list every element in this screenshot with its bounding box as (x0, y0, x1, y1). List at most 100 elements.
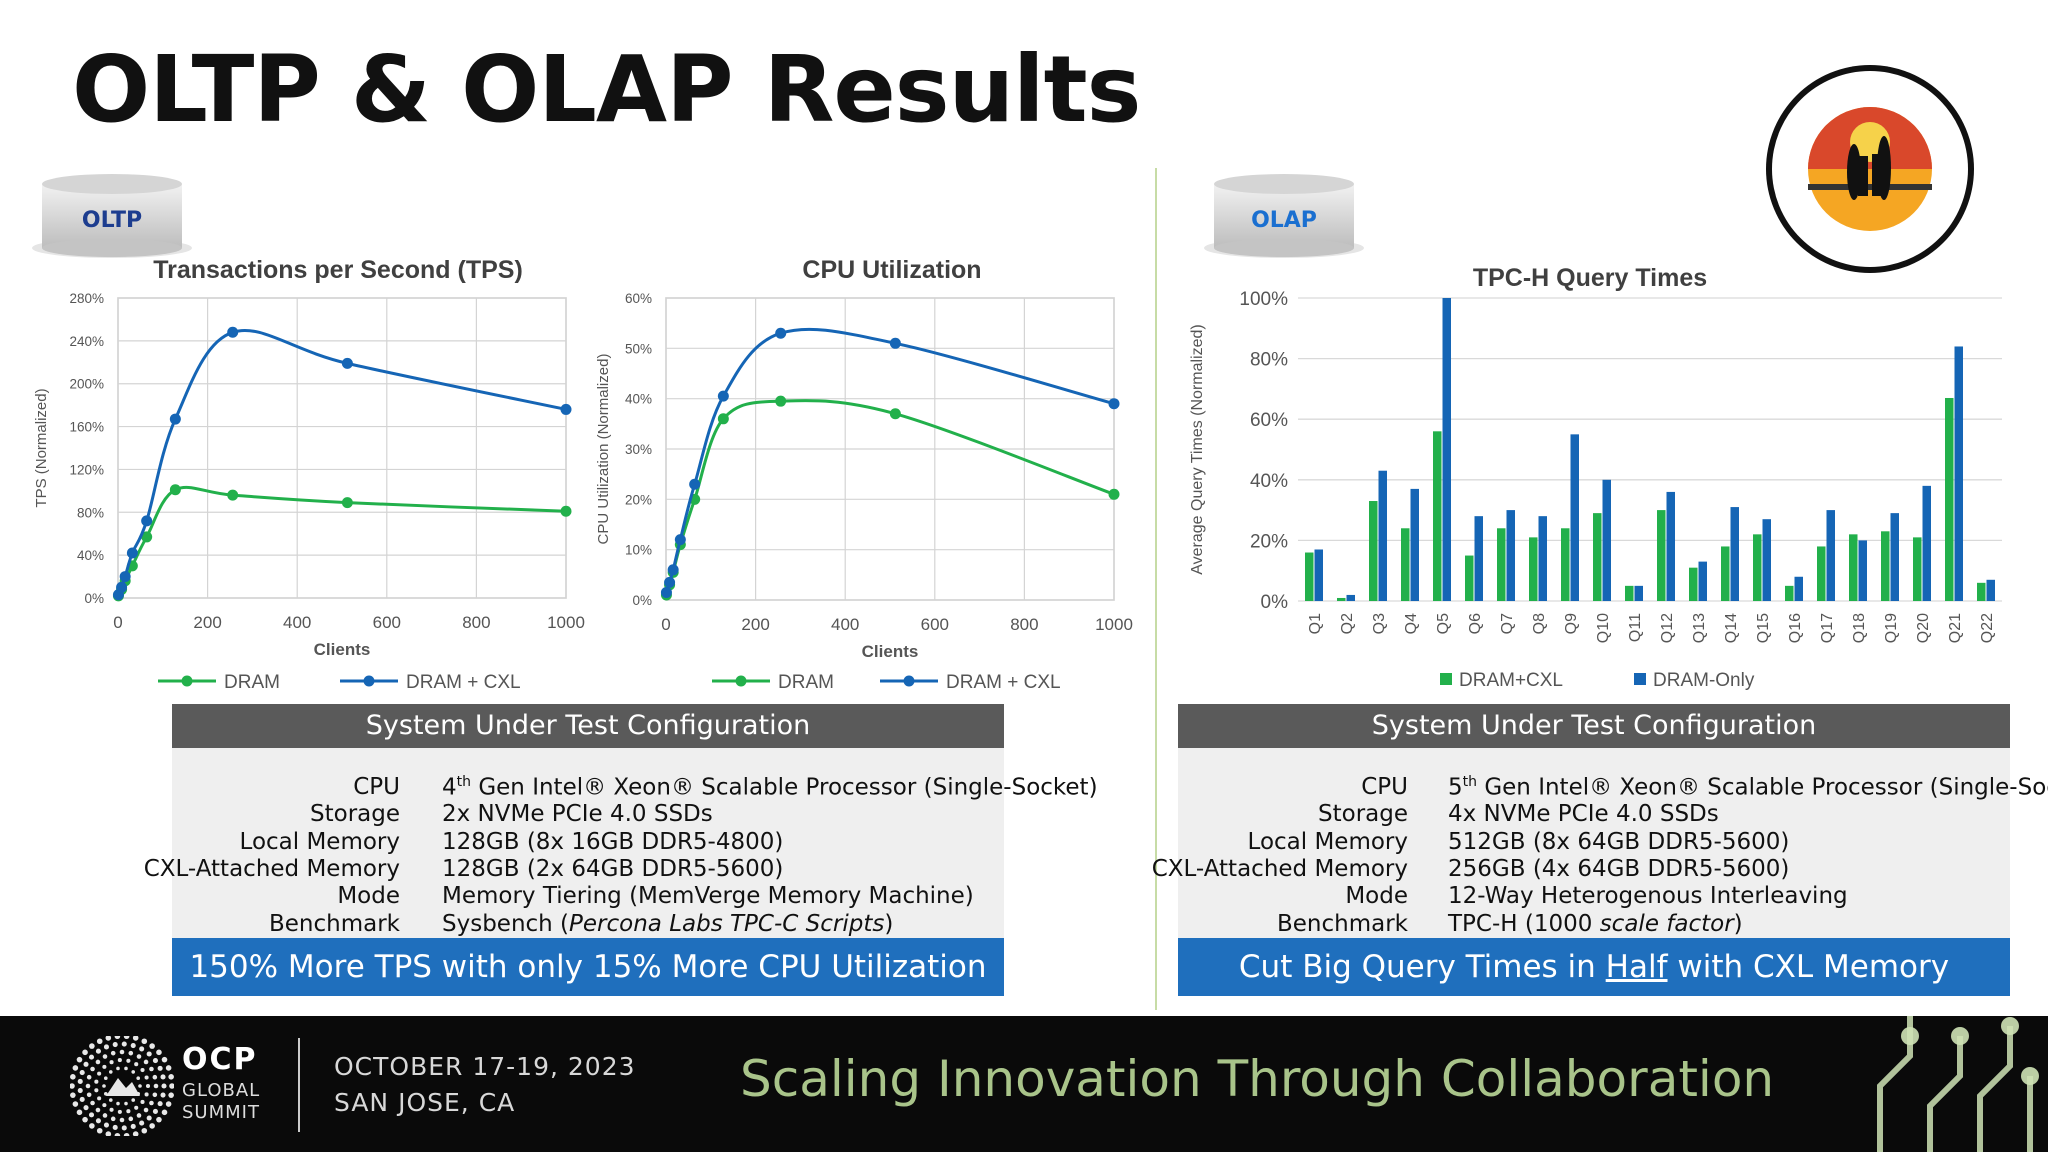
tpch-x-tick-label: Q22 (1979, 613, 1996, 643)
tpch-x-tick-label: Q4 (1403, 613, 1420, 634)
ocp-org-line1: OCP (182, 1042, 258, 1077)
ocp-logo-dot (108, 1070, 113, 1074)
tpch-bar-dram-cxl (1305, 552, 1314, 601)
olap-banner-underline: Half (1605, 949, 1668, 985)
tpch-x-tick-label: Q11 (1627, 613, 1644, 642)
cpu-x-tick-label: 600 (921, 615, 949, 634)
cpu-data-point (889, 337, 901, 349)
ocp-logo-dot (157, 1065, 163, 1071)
tps-x-tick-label: 400 (283, 613, 311, 632)
ocp-logo-dot (152, 1108, 158, 1114)
ocp-logo-dot (88, 1112, 95, 1118)
tps-x-tick-label: 1000 (547, 613, 585, 632)
tpch-bar-dram-only (1698, 561, 1707, 601)
ocp-logo-dot (141, 1038, 148, 1045)
ocp-logo-dot (139, 1120, 145, 1126)
ocp-logo-dot (88, 1054, 95, 1060)
tpch-x-tick-label: Q9 (1563, 613, 1580, 634)
tpch-x-tick-label: Q6 (1467, 613, 1484, 634)
oltp-config-label: Local Memory (239, 828, 400, 855)
ocp-logo-dot (77, 1078, 83, 1085)
tps-plot-area (117, 297, 567, 599)
ocp-logo-dot (121, 1041, 127, 1047)
ocp-logo-dot (85, 1083, 91, 1089)
ocp-logo-dot (103, 1092, 108, 1096)
cpu-data-point (1108, 488, 1120, 500)
ocp-logo-dot (72, 1101, 79, 1107)
ocp-logo-dot (136, 1054, 142, 1059)
cpu-legend-label-0: DRAM (778, 672, 834, 693)
ocp-logo-dot (96, 1038, 103, 1045)
ocp-logo-dot (83, 1105, 89, 1111)
ocp-logo-dot (161, 1109, 168, 1116)
ocp-logo-dot (72, 1065, 79, 1071)
tpch-bar-dram-only (1730, 507, 1739, 601)
ocp-logo-dot (110, 1116, 116, 1122)
cpu-legend-label-1: DRAM + CXL (946, 672, 1061, 693)
ocp-logo-dot (157, 1101, 163, 1107)
olap-cylinder-tag (1204, 174, 1364, 258)
tpch-bar-dram-cxl (1337, 597, 1346, 601)
ocp-logo-dot (149, 1043, 155, 1049)
tpch-bar-dram-cxl (1561, 528, 1570, 601)
cpu-y-tick-label: 50% (625, 341, 652, 356)
tpch-bar-dram-cxl (1817, 546, 1826, 601)
tps-y-tick-label: 160% (69, 420, 104, 435)
tpch-x-tick-label: Q16 (1787, 613, 1804, 643)
ocp-logo-dot (105, 1131, 112, 1136)
cpu-data-point (775, 395, 787, 407)
olap-banner: Cut Big Query Times in Half with CXL Mem… (1178, 938, 2010, 996)
tps-data-point (341, 357, 353, 369)
olap-config-body: CPU 5th Gen Intel® Xeon® Scalable Process… (1152, 748, 2048, 938)
ocp-org-line3: SUMMIT (182, 1102, 260, 1123)
olap-config-label: Mode (1345, 883, 1408, 910)
ocp-logo-dot (149, 1123, 155, 1129)
tpch-x-tick-label: Q7 (1499, 613, 1516, 634)
tps-x-tick-label: 0 (113, 613, 122, 632)
cpu-x-tick-label: 1000 (1095, 615, 1133, 634)
tpch-bar-dram-only (1410, 488, 1419, 601)
tpch-bar-dram-only (1602, 479, 1611, 601)
olap-config-label: Benchmark (1276, 910, 1408, 937)
ocp-logo-dot (165, 1101, 172, 1107)
ocp-logo-dot (126, 1109, 131, 1114)
cpu-legend-marker-0 (735, 675, 747, 687)
tpch-y-axis-label: Average Query Times (Normalized) (1189, 324, 1206, 574)
ocp-logo-dot (94, 1088, 99, 1093)
oltp-config-label: CXL-Attached Memory (143, 855, 400, 882)
ocp-logo-dot (109, 1060, 114, 1065)
tpch-y-tick-label: 0% (1261, 592, 1289, 613)
ocp-logo-dot (82, 1116, 88, 1123)
tpch-bar-dram-cxl (1849, 534, 1858, 601)
tpch-y-tick-label: 100% (1239, 289, 1288, 310)
ocp-logo-dot (95, 1048, 101, 1054)
ocp-logo-dot (123, 1132, 130, 1136)
cpu-data-point (664, 576, 676, 588)
ocp-logo-dot (77, 1087, 83, 1094)
cpu-y-tick-label: 40% (625, 392, 652, 407)
olap-config-title: System Under Test Configuration (1178, 704, 2010, 748)
cpu-x-tick-label: 800 (1010, 615, 1038, 634)
tpch-legend-swatch-1 (1634, 673, 1646, 685)
tpch-bar-dram-only (1634, 585, 1643, 601)
olap-config-value: 5th Gen Intel® Xeon® Scalable Processor … (1448, 774, 2048, 801)
olap-config-value: 12-Way Heterogenous Interleaving (1448, 883, 1848, 910)
ocp-logo-dot (136, 1076, 141, 1080)
ocp-logo-dot (138, 1084, 142, 1088)
oltp-config-label: Mode (337, 883, 400, 910)
ocp-logo-dot (152, 1092, 158, 1098)
cpu-x-tick-label: 400 (831, 615, 859, 634)
ocp-logo-dot (152, 1074, 158, 1080)
tps-x-axis-label: Clients (314, 640, 371, 659)
cpu-y-tick-label: 20% (625, 492, 652, 507)
tpch-y-tick-label: 20% (1250, 531, 1288, 552)
ocp-logo-dot (149, 1066, 154, 1072)
tpch-bar-dram-cxl (1881, 531, 1890, 601)
oltp-config-value: 2x NVMe PCIe 4.0 SSDs (442, 801, 713, 828)
tpch-x-tick-label: Q19 (1883, 613, 1900, 643)
ocp-logo-dot (131, 1098, 136, 1102)
ocp-logo-mountain (106, 1078, 140, 1096)
tpch-bar-dram-only (1986, 579, 1995, 601)
tpch-x-tick-label: Q5 (1435, 613, 1452, 634)
cpu-y-tick-label: 30% (625, 442, 652, 457)
